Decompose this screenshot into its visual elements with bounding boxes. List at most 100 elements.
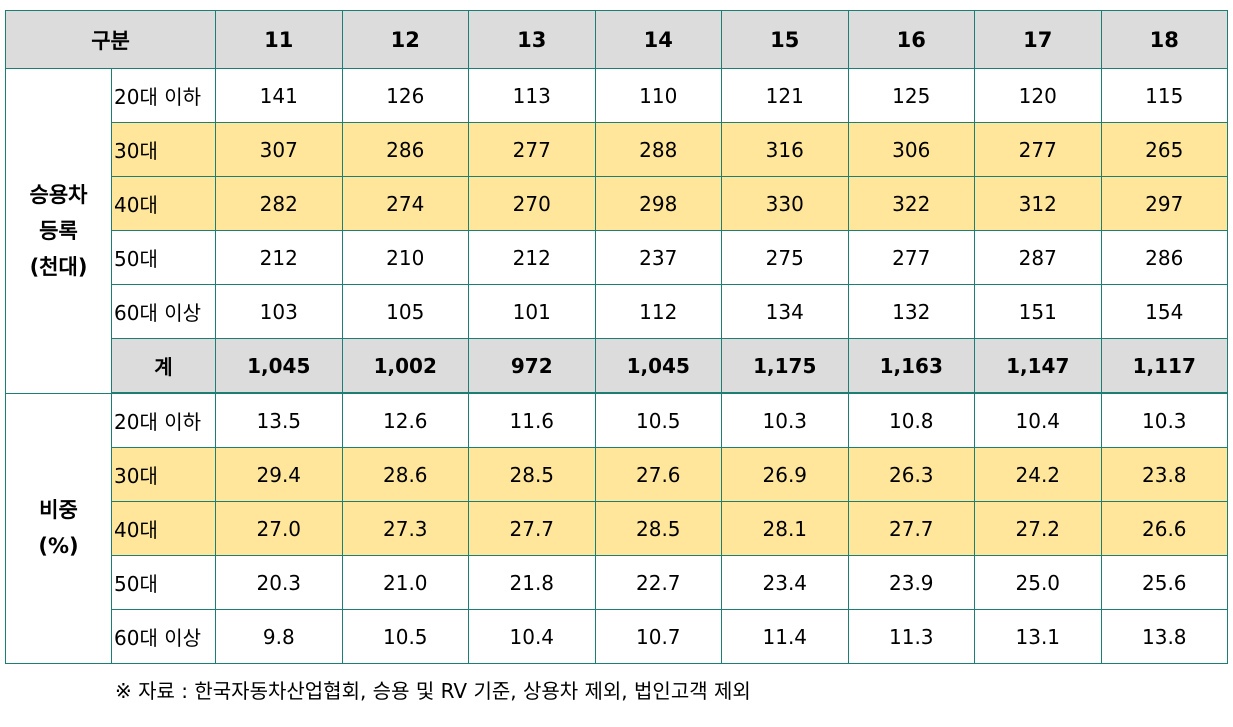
table-cell: 26.9 [721, 447, 849, 502]
table-cell: 27.7 [468, 501, 596, 556]
table-cell: 28.5 [468, 447, 596, 502]
table-cell: 298 [594, 176, 723, 231]
table-cell: 23.9 [847, 555, 976, 610]
table-cell: 154 [1100, 284, 1229, 339]
table-cell: 110 [594, 68, 723, 123]
table-cell: 121 [721, 68, 849, 123]
header-year: 11 [215, 10, 343, 69]
row-label: 20대 이하 [110, 68, 217, 123]
table-cell: 29.4 [215, 447, 343, 502]
table-cell: 11.3 [847, 609, 976, 664]
table-cell: 126 [341, 68, 470, 123]
table-cell: 112 [594, 284, 723, 339]
total-cell: 1,175 [721, 338, 849, 394]
table-cell: 10.3 [721, 392, 849, 448]
table-container: 구분 11 12 13 14 15 16 17 18 승용차 등록 (천대) 2… [4, 10, 1229, 664]
table-cell: 322 [847, 176, 976, 231]
table-cell: 23.4 [721, 555, 849, 610]
header-year: 13 [468, 10, 596, 69]
registration-table: 구분 11 12 13 14 15 16 17 18 승용차 등록 (천대) 2… [4, 10, 1229, 664]
table-cell: 275 [721, 230, 849, 285]
table-cell: 28.6 [341, 447, 470, 502]
table-cell: 277 [847, 230, 976, 285]
table-cell: 10.5 [594, 392, 723, 448]
group-label-line: 등록 [39, 218, 78, 243]
table-cell: 134 [721, 284, 849, 339]
row-label: 30대 [110, 447, 217, 502]
table-cell: 330 [721, 176, 849, 231]
group-label-line: 비중 [39, 498, 78, 523]
table-row: 비중 (%) 20대 이하 13.5 12.6 11.6 10.5 10.3 1… [5, 392, 1229, 664]
row-label: 60대 이상 [110, 284, 217, 339]
table-row: 30대 307 286 277 288 316 306 277 265 [6, 122, 1229, 177]
table-cell: 316 [721, 122, 849, 177]
total-cell: 972 [468, 338, 596, 394]
table-cell: 288 [594, 122, 723, 177]
group-label-registration: 승용차 등록 (천대) [5, 68, 112, 394]
table-cell: 120 [974, 68, 1102, 123]
table-cell: 9.8 [215, 609, 343, 664]
table-cell: 21.0 [341, 555, 470, 610]
total-cell: 1,045 [215, 338, 343, 394]
table-cell: 237 [594, 230, 723, 285]
header-row: 구분 11 12 13 14 15 16 17 18 [4, 10, 1229, 69]
section-share: 비중 (%) 20대 이하 13.5 12.6 11.6 10.5 10.3 1… [5, 392, 1229, 664]
group-label-line: (천대) [29, 254, 88, 279]
table-cell: 26.3 [847, 447, 976, 502]
table-cell: 132 [847, 284, 976, 339]
table-cell: 28.1 [721, 501, 849, 556]
table-cell: 307 [215, 122, 343, 177]
table-cell: 10.8 [847, 392, 976, 448]
table-cell: 25.0 [974, 555, 1102, 610]
header-year: 18 [1100, 10, 1229, 69]
table-cell: 210 [341, 230, 470, 285]
source-note: ※ 자료 : 한국자동차산업협회, 승용 및 RV 기준, 상용차 제외, 법인… [115, 679, 751, 703]
table-cell: 125 [847, 68, 976, 123]
table-cell: 27.0 [215, 501, 343, 556]
row-label: 30대 [110, 122, 217, 177]
header-year: 12 [341, 10, 470, 69]
table-cell: 277 [468, 122, 596, 177]
table-cell: 270 [468, 176, 596, 231]
table-cell: 312 [974, 176, 1102, 231]
table-row: 40대 27.0 27.3 27.7 28.5 28.1 27.7 27.2 2… [6, 501, 1229, 556]
table-cell: 10.3 [1100, 392, 1229, 448]
row-label: 50대 [110, 230, 217, 285]
group-label-line: (%) [38, 534, 79, 559]
table-row: 50대 20.3 21.0 21.8 22.7 23.4 23.9 25.0 2… [6, 555, 1229, 610]
table-cell: 12.6 [341, 392, 470, 448]
table-cell: 21.8 [468, 555, 596, 610]
group-label-share: 비중 (%) [5, 392, 112, 664]
total-cell: 1,002 [341, 338, 470, 394]
table-cell: 20.3 [215, 555, 343, 610]
table-cell: 26.6 [1100, 501, 1229, 556]
table-cell: 22.7 [594, 555, 723, 610]
header-year: 14 [594, 10, 723, 69]
table-cell: 23.8 [1100, 447, 1229, 502]
header-year: 15 [721, 10, 849, 69]
table-cell: 10.7 [594, 609, 723, 664]
table-row: 60대 이상 9.8 10.5 10.4 10.7 11.4 11.3 13.1… [6, 609, 1229, 664]
table-cell: 25.6 [1100, 555, 1229, 610]
total-cell: 1,147 [974, 338, 1102, 394]
table-cell: 113 [468, 68, 596, 123]
table-cell: 297 [1100, 176, 1229, 231]
table-cell: 151 [974, 284, 1102, 339]
table-cell: 286 [341, 122, 470, 177]
table-cell: 24.2 [974, 447, 1102, 502]
row-label: 60대 이상 [110, 609, 217, 664]
table-row: 40대 282 274 270 298 330 322 312 297 [6, 176, 1229, 231]
total-label: 계 [110, 338, 217, 394]
table-cell: 27.7 [847, 501, 976, 556]
row-label: 20대 이하 [110, 392, 217, 448]
total-row: 계 1,045 1,002 972 1,045 1,175 1,163 1,14… [6, 338, 1229, 394]
table-cell: 27.3 [341, 501, 470, 556]
table-cell: 28.5 [594, 501, 723, 556]
table-cell: 282 [215, 176, 343, 231]
table-cell: 115 [1100, 68, 1229, 123]
table-row: 50대 212 210 212 237 275 277 287 286 [6, 230, 1229, 285]
table-cell: 27.2 [974, 501, 1102, 556]
table-cell: 141 [215, 68, 343, 123]
table-cell: 212 [215, 230, 343, 285]
table-cell: 274 [341, 176, 470, 231]
